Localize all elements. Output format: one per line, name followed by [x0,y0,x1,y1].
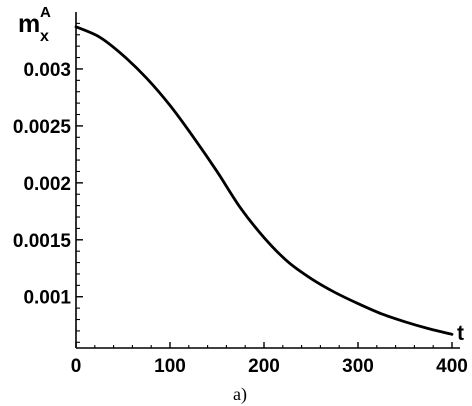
series-layer [74,25,454,336]
series-line [74,25,454,336]
y-tick-label: 0.0015 [13,231,72,252]
x-tick-label: 100 [154,356,186,377]
y-minor-ticks [76,22,80,343]
x-minor-ticks [94,345,434,348]
x-axis-label: t [457,322,464,345]
y-major-ticks [76,68,83,298]
y-tick-label: 0.001 [23,288,71,309]
y-tick-label: 0.0025 [13,117,72,138]
x-tick-label: 300 [342,356,374,377]
figure-caption: a) [233,384,247,405]
y-tick-labels: 0.001 0.0015 0.002 0.0025 0.003 [13,60,72,309]
x-tick-labels: 0 100 200 300 400 [71,356,468,377]
x-tick-label: 200 [248,356,280,377]
y-tick-label: 0.003 [23,60,71,81]
y-axis-label: m [18,10,40,38]
y-tick-label: 0.002 [23,174,71,195]
x-tick-label: 0 [71,356,82,377]
y-axis-label-superscript: A [40,4,51,21]
y-axis-title: m A x [18,4,51,45]
x-major-ticks [75,342,453,348]
y-axis-label-subscript: x [40,28,49,45]
x-tick-label: 400 [436,356,468,377]
